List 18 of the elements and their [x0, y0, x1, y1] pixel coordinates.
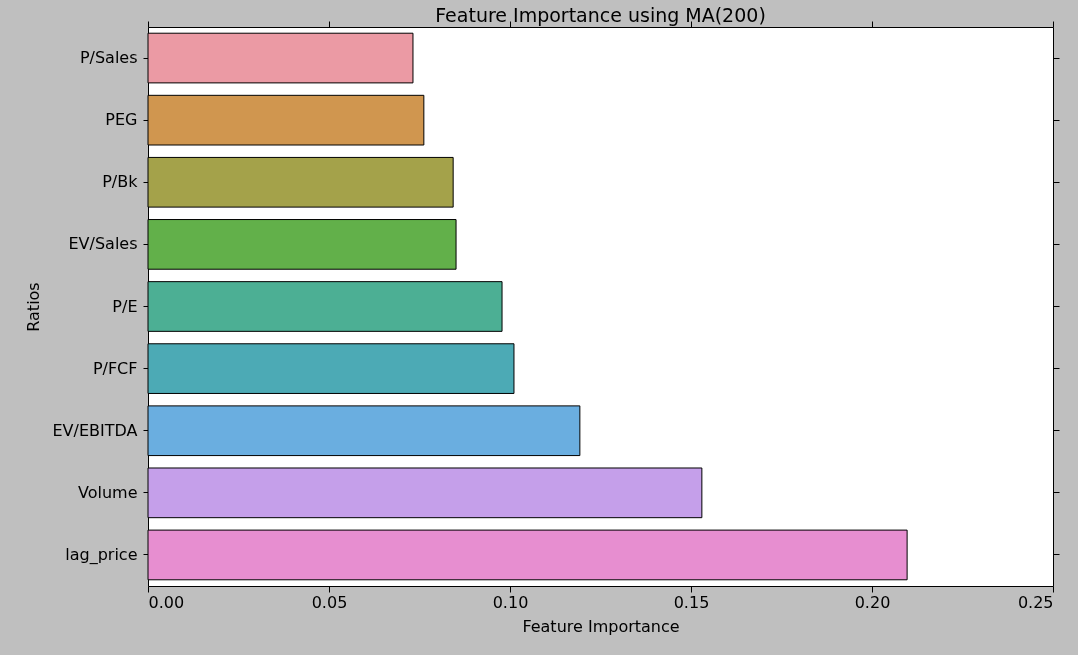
- y-tick-label: P/FCF: [92, 358, 138, 378]
- y-tick-label: PEG: [105, 110, 138, 130]
- y-tick-label: EV/Sales: [68, 234, 138, 254]
- x-tick-label: 0.15: [673, 592, 710, 612]
- chart-title: Feature Importance using MA(200): [435, 3, 766, 26]
- x-tick-label: 0.25: [1017, 592, 1054, 612]
- x-tick-label: 0.10: [492, 592, 529, 612]
- x-tick-label: 0.05: [311, 592, 348, 612]
- x-axis-title: Feature Importance: [522, 616, 680, 636]
- y-tick-label: P/Sales: [79, 48, 138, 68]
- y-tick-label: lag_price: [65, 544, 138, 565]
- y-tick-label: P/Bk: [102, 172, 139, 192]
- y-tick-label: P/E: [112, 296, 138, 316]
- y-tick-label: EV/EBITDA: [52, 420, 138, 440]
- x-tick-label: 0.00: [148, 592, 185, 612]
- x-tick-label: 0.20: [854, 592, 891, 612]
- y-axis-title: Ratios: [24, 282, 44, 332]
- y-tick-label: Volume: [77, 482, 138, 502]
